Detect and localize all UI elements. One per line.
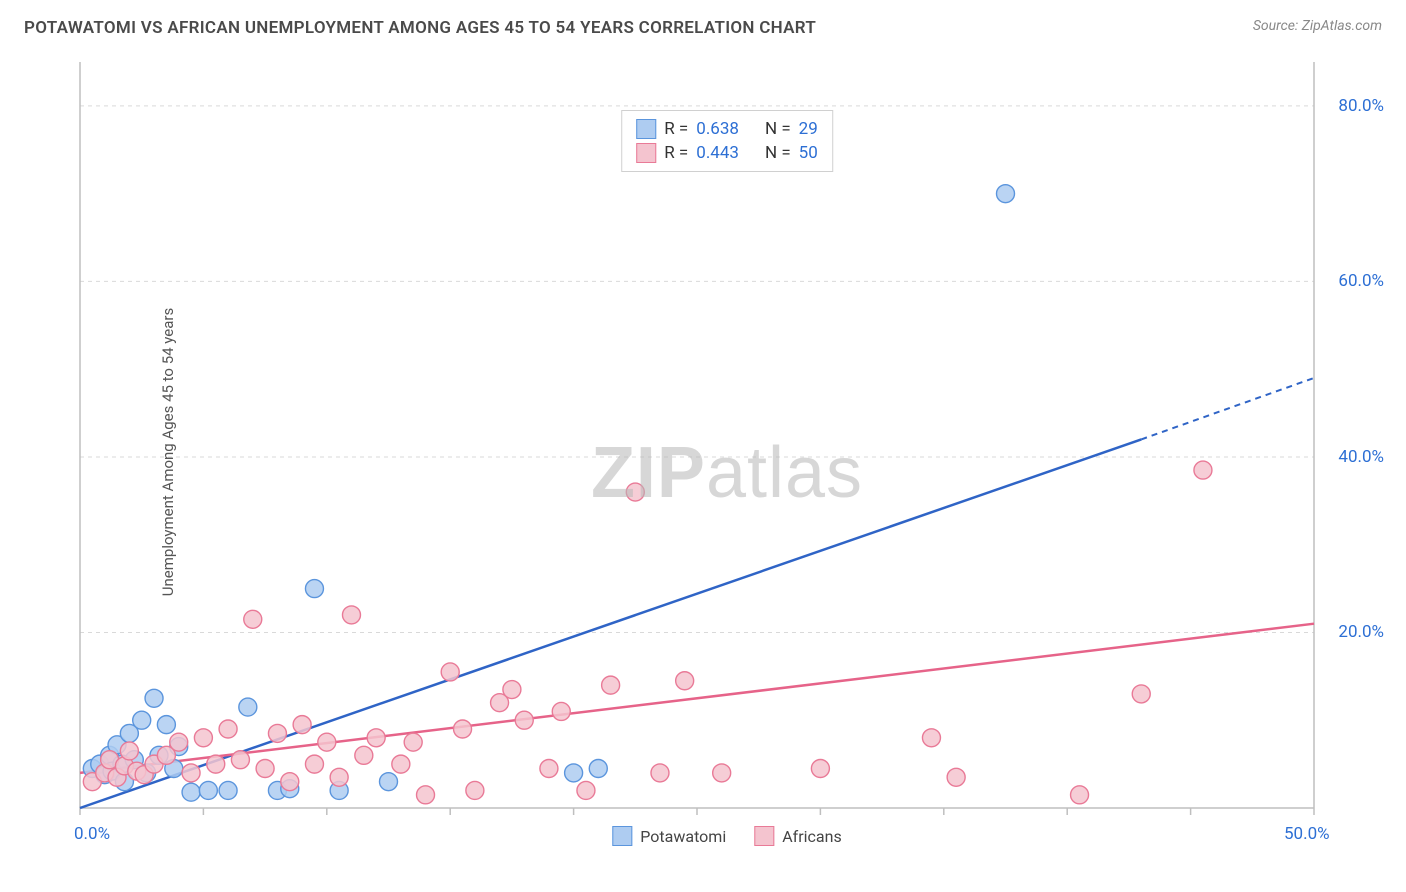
swatch-potawatomi (636, 119, 656, 139)
y-tick-label: 60.0% (1338, 271, 1384, 291)
chart-source: Source: ZipAtlas.com (1253, 18, 1382, 34)
stats-row-2: R = 0.443 N = 50 (636, 141, 818, 165)
y-tick-label: 20.0% (1338, 622, 1384, 642)
stats-row-1: R = 0.638 N = 29 (636, 117, 818, 141)
x-tick-first: 0.0% (74, 824, 110, 844)
y-tick-label: 40.0% (1338, 447, 1384, 467)
scatter-chart-svg (62, 52, 1392, 852)
legend-item-potawatomi: Potawatomi (612, 826, 726, 846)
y-tick-label: 80.0% (1338, 96, 1384, 116)
chart-area: Unemployment Among Ages 45 to 54 years Z… (62, 52, 1392, 852)
bottom-legend: Potawatomi Africans (612, 826, 841, 846)
y-axis-label: Unemployment Among Ages 45 to 54 years (159, 308, 177, 596)
x-tick-last: 50.0% (1284, 824, 1330, 844)
legend-swatch-africans (754, 826, 774, 846)
stats-legend: R = 0.638 N = 29 R = 0.443 N = 50 (621, 110, 833, 172)
legend-swatch-potawatomi (612, 826, 632, 846)
swatch-africans (636, 143, 656, 163)
legend-item-africans: Africans (754, 826, 841, 846)
chart-header: POTAWATOMI VS AFRICAN UNEMPLOYMENT AMONG… (0, 0, 1406, 46)
chart-title: POTAWATOMI VS AFRICAN UNEMPLOYMENT AMONG… (24, 18, 816, 38)
